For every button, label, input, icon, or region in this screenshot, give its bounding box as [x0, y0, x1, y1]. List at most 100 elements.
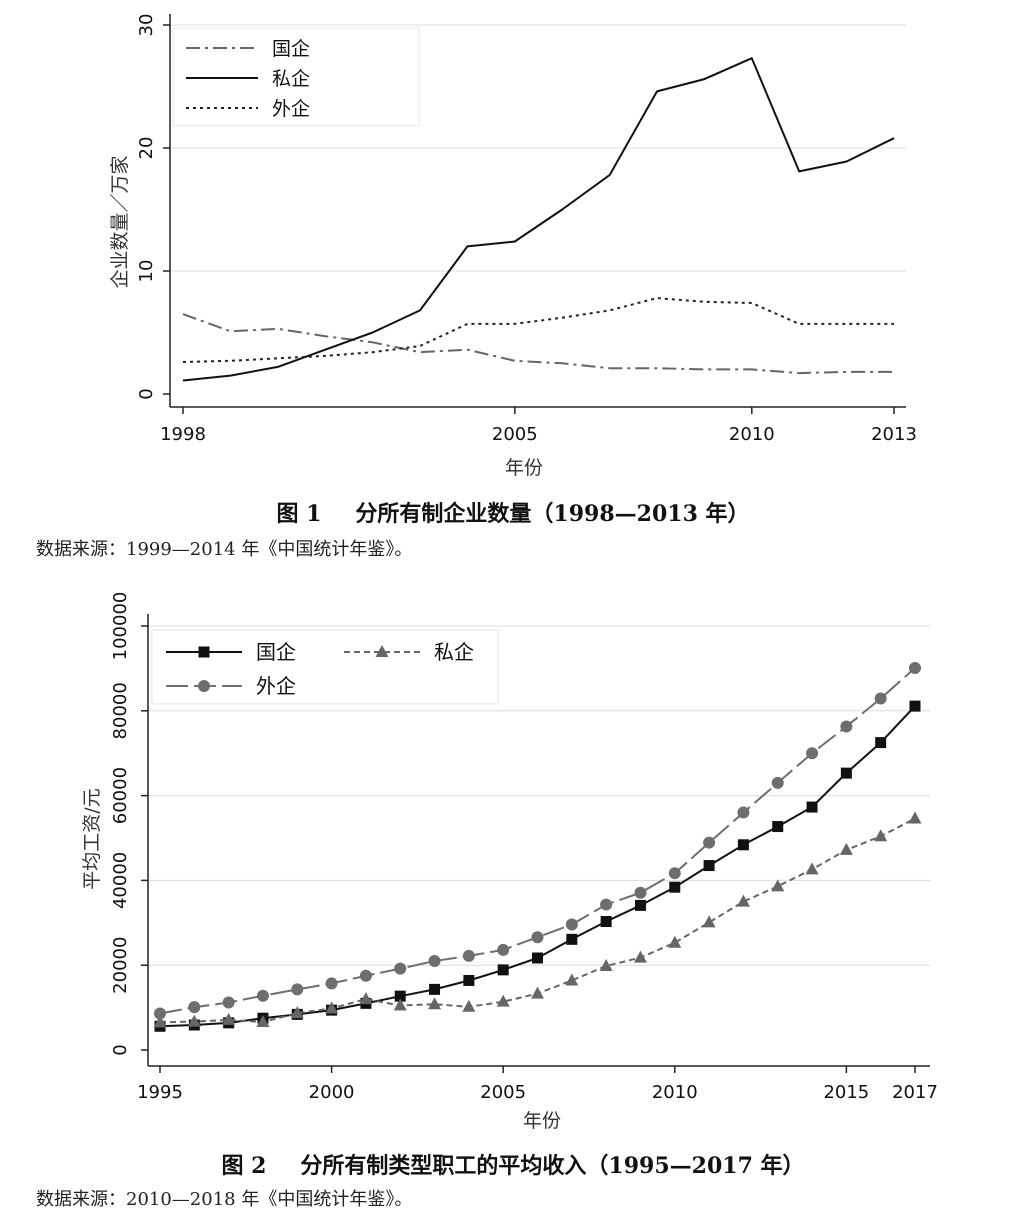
series-2-point	[909, 661, 921, 674]
legend-label-2: 外企	[272, 98, 310, 120]
series-1-point	[771, 879, 785, 892]
series-1-point	[874, 829, 888, 842]
series-0-point	[634, 899, 646, 911]
series-2-point	[359, 969, 372, 982]
y-tick-label: 0	[110, 1044, 131, 1055]
y-axis-label: 企业数量／万家	[109, 155, 131, 288]
series-line-1	[182, 57, 895, 382]
series-2-point	[737, 806, 750, 819]
y-tick-label: 100000	[110, 592, 131, 661]
legend-box	[151, 629, 499, 705]
series-1-point	[222, 1012, 236, 1025]
y-tick-label: 10	[136, 260, 157, 283]
series-2-point	[634, 886, 647, 899]
series-2-point	[428, 954, 441, 967]
series-1-point	[668, 935, 682, 948]
x-tick-label: 1995	[137, 1082, 183, 1103]
series-line-0	[159, 705, 916, 1028]
series-2-point	[771, 776, 784, 789]
series-2-point	[874, 692, 887, 705]
legend-label-0: 国企	[272, 38, 310, 60]
series-1-point	[908, 811, 922, 824]
series-0-point	[909, 700, 921, 712]
series-0-point	[703, 860, 715, 872]
series-2-point	[256, 989, 269, 1002]
series-0-point	[497, 964, 509, 976]
series-2-point	[394, 962, 407, 975]
series-2-point	[462, 949, 475, 962]
series-1-point	[393, 998, 407, 1011]
series-1-point	[736, 894, 750, 907]
series-0-point	[875, 737, 887, 749]
series-2-point	[703, 836, 716, 849]
series-2-point	[668, 867, 681, 880]
series-2-point	[565, 918, 578, 931]
series-2-point	[531, 931, 544, 944]
series-2-point	[600, 898, 613, 911]
x-tick-label: 2005	[492, 424, 538, 445]
figure-1-caption: 图 1 分所有制企业数量（1998—2013 年）	[0, 496, 1026, 528]
x-tick-label: 2013	[871, 424, 917, 445]
series-1-point	[153, 1015, 167, 1028]
y-tick-label: 80000	[110, 682, 131, 739]
series-0-point	[600, 916, 612, 928]
legend-label-0: 国企	[256, 640, 296, 664]
x-axis-label: 年份	[505, 457, 543, 479]
y-tick-label: 60000	[110, 767, 131, 824]
y-tick-label: 30	[136, 14, 157, 37]
series-2-point	[222, 996, 235, 1009]
series-1-point	[187, 1014, 201, 1027]
legend-label-1: 私企	[434, 640, 474, 664]
series-2-point	[188, 1001, 201, 1014]
x-tick-label: 1998	[160, 424, 206, 445]
series-0-point	[566, 933, 578, 945]
series-1-point	[805, 862, 819, 875]
figure-2-source: 数据来源：2010—2018 年《中国统计年鉴》。	[36, 1189, 413, 1210]
legend-label-2: 外企	[256, 674, 296, 698]
series-1-point	[633, 950, 647, 963]
series-1-point	[325, 1001, 339, 1014]
figure-2-caption: 图 2 分所有制类型职工的平均收入（1995—2017 年）	[0, 1148, 1026, 1180]
x-tick-label: 2017	[892, 1082, 938, 1103]
figure-1-source: 数据来源：1999—2014 年《中国统计年鉴》。	[36, 539, 413, 560]
series-2-point	[154, 1007, 166, 1020]
figure-2: 0 20000 40000 60000 80000 100000 1995 2000 2005 2…	[0, 582, 1026, 1210]
series-1-point	[839, 842, 853, 855]
series-1-point	[702, 915, 716, 928]
legend-label-1: 私企	[272, 68, 310, 90]
figure-2-caption-title: 分所有制类型职工的平均收入（1995—2017 年）	[300, 1153, 805, 1179]
y-tick-label: 0	[136, 388, 157, 399]
legend-marker-1	[375, 645, 389, 657]
x-tick-label: 2010	[729, 424, 775, 445]
figure-2-caption-label: 图 2	[221, 1153, 267, 1179]
figure-1: 0 10 20 30 1998 2005 2010 2013 年份 企业数量／万家 国企 私企 外企 …	[0, 0, 1026, 560]
series-1-point	[290, 1006, 304, 1019]
series-1-point	[256, 1015, 270, 1028]
x-tick-label: 2010	[652, 1082, 698, 1103]
series-0-point	[669, 881, 681, 893]
x-tick-label: 2000	[309, 1082, 355, 1103]
figure-1-caption-label: 图 1	[276, 501, 322, 527]
series-0-point	[840, 767, 852, 779]
series-1-point	[359, 992, 373, 1005]
series-1-point	[428, 997, 442, 1010]
series-2-point	[840, 720, 853, 733]
x-tick-label: 2015	[823, 1082, 869, 1103]
series-1-point	[496, 994, 510, 1007]
series-0-point	[532, 952, 543, 964]
series-0-point	[737, 839, 749, 851]
series-2-point	[497, 943, 510, 956]
figure-1-caption-title: 分所有制企业数量（1998—2013 年）	[355, 501, 750, 527]
series-line-0	[182, 313, 894, 375]
series-0-point	[394, 990, 406, 1002]
series-1-point	[462, 999, 476, 1012]
y-tick-label: 20000	[110, 937, 131, 994]
series-0-point	[463, 974, 475, 986]
series-2-point	[291, 983, 304, 996]
series-1-point	[565, 973, 579, 986]
legend-marker-2	[198, 680, 210, 692]
series-0-point	[429, 983, 441, 995]
series-line-2	[182, 297, 894, 363]
y-axis-label: 平均工资/元	[81, 788, 103, 889]
